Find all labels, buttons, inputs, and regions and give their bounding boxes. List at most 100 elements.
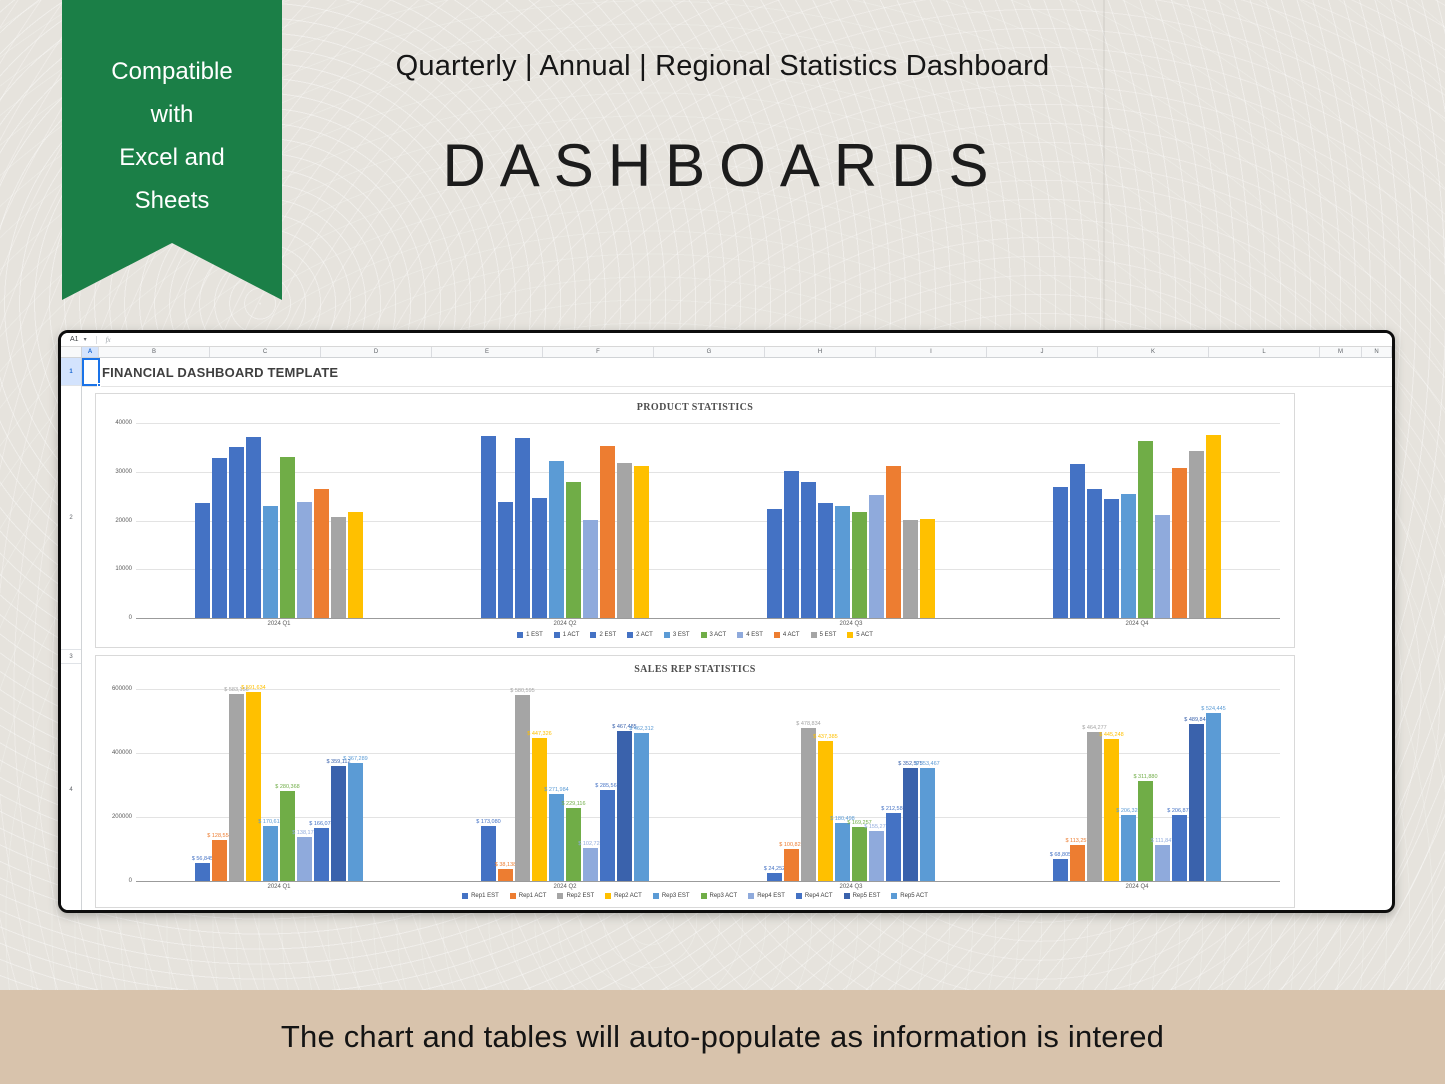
x-axis-labels: 2024 Q1 2024 Q2 2024 Q3 2024 Q4 [136, 621, 1280, 627]
bar-data-label: $ 56,845 [191, 855, 214, 862]
bar-5-act [920, 519, 935, 618]
bar-rep5-act: $ 367,289 [343, 756, 368, 881]
legend-swatch [795, 893, 802, 899]
bar-rep4-act: $ 166,078 [309, 821, 334, 881]
product-statistics-chart[interactable]: PRODUCT STATISTICS 0 10000 20000 30000 40000 2… [95, 393, 1295, 648]
bar-2-act [246, 436, 261, 618]
bar-groups [136, 423, 1280, 618]
bar-data-label: $ 367,289 [343, 756, 368, 763]
bar-2-act [1104, 498, 1119, 618]
legend-swatch [652, 893, 659, 899]
column-header-b[interactable]: B [99, 347, 210, 357]
bar-data-label: $ 583,156 [224, 687, 249, 694]
bar-data-label: $ 445,248 [1099, 731, 1124, 738]
bar-rep1-est: $ 56,845 [192, 856, 213, 881]
bar-1-est [195, 503, 210, 618]
bar-5-act [1206, 435, 1221, 618]
column-header-n[interactable]: N [1362, 347, 1392, 357]
legend-swatch [700, 893, 707, 899]
fx-icon: fx [105, 335, 111, 344]
legend-label: Rep1 ACT [518, 893, 547, 899]
legend-label: 2 ACT [636, 632, 653, 638]
bar-rep2-est: $ 478,834 [796, 721, 821, 881]
sales-rep-statistics-chart[interactable]: SALES REP STATISTICS $ 56,845 $ 128,554 $ 5… [95, 655, 1295, 908]
legend-swatch [737, 632, 744, 638]
legend-item-rep5-act: Rep5 ACT [891, 893, 928, 899]
legend-item-2-act: 2 ACT [627, 632, 653, 638]
column-header-k[interactable]: K [1098, 347, 1209, 357]
column-header-l[interactable]: L [1209, 347, 1320, 357]
legend-label: 4 EST [746, 632, 763, 638]
bar-data-label: $ 352,575 [898, 761, 923, 768]
bar-rep5-est: $ 489,845 [1184, 717, 1209, 881]
select-all-corner[interactable] [61, 347, 82, 357]
legend-label: Rep1 EST [471, 893, 499, 899]
legend-item-rep2-est: Rep2 EST [557, 893, 594, 899]
row-header-3[interactable]: 3 [61, 650, 81, 664]
legend-item-5-act: 5 ACT [847, 632, 873, 638]
bar-data-label: $ 102,723 [578, 841, 603, 848]
selection-handle[interactable] [97, 383, 101, 387]
column-header-e[interactable]: E [432, 347, 543, 357]
y-axis-tick-label: 200000 [111, 814, 132, 820]
bar-rep3-act: $ 311,880 [1133, 774, 1158, 881]
column-header-f[interactable]: F [543, 347, 654, 357]
bar-rep4-act: $ 206,875 [1167, 808, 1192, 881]
legend-label: 2 EST [599, 632, 617, 638]
column-header-g[interactable]: G [654, 347, 765, 357]
bar-2-est [515, 438, 530, 618]
formula-bar: A1 ▾ fx [61, 333, 1392, 347]
legend-item-3-act: 3 ACT [700, 632, 727, 638]
bar-data-label: $ 467,485 [612, 724, 637, 731]
column-header-d[interactable]: D [321, 347, 432, 357]
bar-data-label: $ 173,080 [476, 818, 501, 825]
bar-data-label: $ 166,078 [309, 820, 334, 827]
selected-cell-a1[interactable] [82, 358, 101, 387]
legend-swatch [773, 632, 780, 638]
bar-group-2024-q3 [708, 423, 994, 618]
caret-down-icon[interactable]: ▾ [83, 337, 87, 343]
bar-4-est [869, 495, 884, 618]
legend-label: Rep3 EST [661, 893, 690, 899]
legend-item-rep3-est: Rep3 EST [652, 893, 690, 899]
bar-rep3-est: $ 180,498 [830, 816, 855, 881]
bar-rep4-est: $ 111,847 [1151, 838, 1174, 881]
bar-data-label: $ 100,822 [779, 841, 804, 848]
row-header-4[interactable]: 4 [61, 664, 81, 910]
legend-item-rep1-est: Rep1 EST [462, 893, 499, 899]
bar-rep5-est: $ 359,112 [326, 759, 351, 881]
column-header-c[interactable]: C [210, 347, 321, 357]
legend-label: 3 EST [672, 632, 690, 638]
legend-label: Rep2 ACT [614, 893, 642, 899]
column-header-h[interactable]: H [765, 347, 876, 357]
bar-rep1-est: $ 173,080 [476, 819, 501, 881]
bar-rep4-act: $ 285,567 [595, 783, 620, 881]
name-box[interactable]: A1 [70, 336, 79, 343]
column-header-i[interactable]: I [876, 347, 987, 357]
bar-4-act [314, 489, 329, 618]
y-axis-tick-label: 20000 [115, 517, 132, 524]
legend-label: Rep2 EST [566, 893, 595, 899]
bar-rep3-est: $ 271,984 [544, 787, 569, 881]
bar-group-2024-q2 [422, 423, 708, 618]
legend-swatch [847, 632, 854, 638]
bar-data-label: $ 155,277 [864, 824, 889, 831]
column-header-a[interactable]: A [82, 347, 99, 357]
bar-5-act [634, 465, 649, 618]
column-header-j[interactable]: J [987, 347, 1098, 357]
column-header-m[interactable]: M [1320, 347, 1362, 357]
ribbon-line: with [150, 101, 194, 128]
legend-label: 3 ACT [709, 632, 727, 638]
bar-data-label: $ 447,326 [527, 730, 552, 737]
bar-data-label: $ 38,138 [494, 861, 517, 868]
bar-rep2-est: $ 464,277 [1082, 725, 1107, 881]
bar-rep5-est: $ 467,485 [612, 724, 637, 881]
legend-item-rep5-est: Rep5 EST [843, 893, 880, 899]
bar-4-est [1155, 514, 1170, 618]
row-header-2[interactable]: 2 [61, 386, 81, 650]
legend-swatch [700, 632, 707, 638]
bar-rep1-act: $ 113,257 [1065, 838, 1090, 881]
row-header-1[interactable]: 1 [61, 358, 81, 386]
